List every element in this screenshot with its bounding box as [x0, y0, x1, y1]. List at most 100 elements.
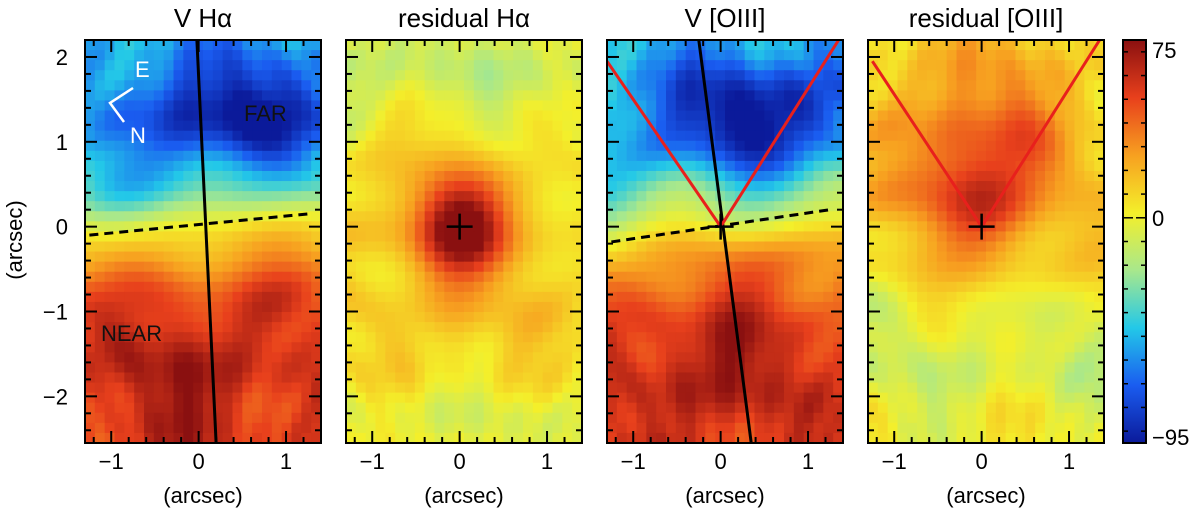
map-cell: [503, 110, 514, 122]
map-cell: [163, 251, 175, 263]
map-cell: [473, 201, 485, 212]
map-cell: [281, 352, 293, 363]
map-cell: [153, 231, 165, 243]
map-cell: [927, 110, 938, 122]
map-cell: [483, 372, 495, 384]
map-cell: [242, 301, 253, 313]
map-cell: [163, 291, 175, 303]
map-cell: [262, 281, 273, 293]
map-cell: [754, 181, 765, 192]
map-cell: [301, 110, 312, 122]
map-cell: [385, 322, 396, 333]
map-cell: [281, 90, 293, 102]
map-cell: [966, 241, 977, 253]
map-cell: [956, 211, 967, 222]
map-cell: [744, 100, 756, 112]
map-cell: [1084, 261, 1095, 273]
map-cell: [454, 412, 465, 424]
map-cell: [144, 271, 155, 283]
map-cell: [927, 40, 938, 51]
map-cell: [784, 221, 795, 233]
map-cell: [956, 362, 967, 374]
map-cell: [222, 231, 234, 243]
map-cell: [675, 352, 687, 363]
map-cell: [976, 241, 987, 253]
map-cell: [434, 251, 445, 263]
map-cell: [291, 60, 302, 71]
map-cell: [868, 342, 879, 353]
map-cell: [262, 301, 273, 313]
map-cell: [966, 60, 977, 71]
map-cell: [1015, 291, 1026, 303]
map-cell: [232, 422, 243, 434]
map-cell: [503, 80, 514, 91]
map-cell: [572, 130, 582, 142]
map-cell: [666, 80, 677, 91]
map-cell: [887, 332, 899, 343]
map-cell: [803, 130, 815, 142]
map-cell: [562, 170, 573, 182]
map-cell: [675, 402, 687, 414]
map-cell: [1094, 60, 1104, 71]
map-cell: [685, 432, 697, 443]
map-cell: [966, 70, 977, 81]
map-cell: [144, 211, 155, 222]
map-cell: [636, 130, 647, 142]
map-cell: [995, 432, 1007, 443]
map-cell: [562, 231, 573, 243]
map-cell: [395, 382, 406, 394]
map-cell: [444, 70, 455, 81]
map-cell: [715, 251, 726, 263]
map-cell: [203, 90, 214, 102]
map-cell: [917, 382, 928, 394]
map-cell: [1025, 241, 1036, 253]
map-cell: [153, 362, 165, 374]
map-cell: [1025, 261, 1036, 273]
map-cell: [956, 170, 967, 182]
map-cell: [385, 382, 396, 394]
map-cell: [193, 392, 204, 404]
map-cell: [1074, 181, 1085, 192]
map-cell: [607, 150, 618, 162]
map-cell: [203, 170, 214, 182]
map-cell: [424, 301, 436, 313]
map-cell: [365, 251, 377, 263]
map-cell: [986, 211, 997, 222]
map-cell: [833, 432, 843, 443]
map-cell: [1054, 231, 1066, 243]
map-cell: [183, 211, 194, 222]
map-cell: [395, 322, 406, 333]
map-cell: [946, 231, 958, 243]
map-cell: [986, 432, 997, 443]
map-cell: [483, 422, 495, 434]
map-cell: [124, 332, 135, 343]
map-cell: [685, 402, 697, 414]
map-cell: [104, 110, 116, 122]
map-cell: [464, 241, 475, 253]
map-cell: [301, 241, 312, 253]
map-cell: [966, 322, 977, 333]
map-cell: [483, 432, 495, 443]
map-cell: [271, 402, 283, 414]
map-cell: [803, 281, 815, 293]
map-cell: [675, 412, 687, 424]
map-cell: [764, 120, 775, 132]
map-cell: [656, 191, 667, 202]
map-cell: [793, 382, 805, 394]
map-cell: [301, 80, 312, 91]
map-cell: [917, 392, 928, 404]
map-cell: [774, 281, 785, 293]
map-cell: [454, 251, 465, 263]
map-cell: [803, 291, 815, 303]
map-cell: [1025, 60, 1036, 71]
map-cell: [636, 332, 647, 343]
map-cell: [203, 422, 214, 434]
compass-n-label: N: [130, 123, 146, 148]
map-cell: [897, 322, 908, 333]
map-cell: [144, 432, 155, 443]
map-cell: [385, 392, 396, 404]
map-cell: [754, 50, 765, 61]
map-cell: [1025, 322, 1036, 333]
map-cell: [346, 362, 357, 374]
map-cell: [281, 332, 293, 343]
